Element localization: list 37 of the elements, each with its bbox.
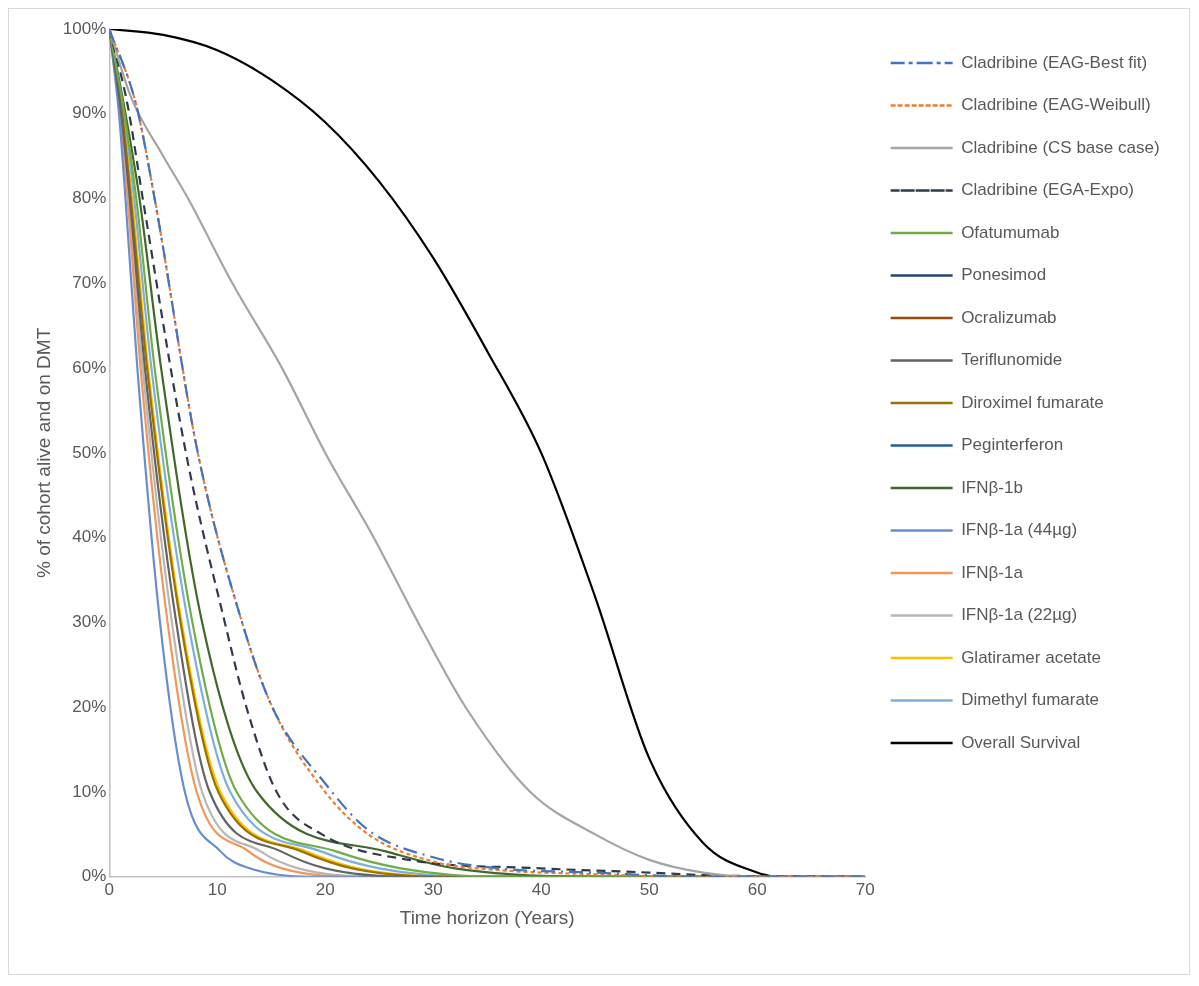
x-tick-label: 20 <box>315 879 335 899</box>
x-tick-label: 10 <box>207 879 227 899</box>
y-tick-label: 50% <box>72 442 107 462</box>
legend-label: Ofatumumab <box>961 222 1069 242</box>
y-tick-label: 70% <box>72 273 107 293</box>
x-tick-label: 70 <box>855 879 875 899</box>
legend-label: IFNβ-1b <box>961 477 1033 497</box>
x-tick-label: 40 <box>531 879 551 899</box>
legend-label: Diroximel fumarate <box>961 392 1114 412</box>
y-tick-label: 60% <box>72 357 107 377</box>
y-tick-label: 100% <box>62 18 107 38</box>
legend-label: Dimethyl fumarate <box>961 690 1109 710</box>
legend-label: Teriflunomide <box>961 350 1072 370</box>
y-tick-label: 10% <box>72 781 107 801</box>
legend-label: IFNβ-1a <box>961 562 1033 582</box>
legend-label: IFNβ-1a (44µg) <box>961 520 1087 540</box>
legend-label: Ponesimod <box>961 265 1056 285</box>
legend-label: Ocralizumab <box>961 307 1067 327</box>
legend-label: Cladribine (CS base case) <box>961 137 1170 157</box>
legend-label: Cladribine (EGA-Expo) <box>961 180 1144 200</box>
x-tick-label: 30 <box>423 879 443 899</box>
y-tick-label: 40% <box>72 527 107 547</box>
y-tick-label: 20% <box>72 696 107 716</box>
legend-label: Overall Survival <box>961 732 1090 752</box>
y-axis-title: % of cohort alive and on DMT <box>32 327 54 579</box>
x-axis-title: Time horizon (Years) <box>399 906 575 928</box>
legend-label: Cladribine (EAG-Best fit) <box>961 52 1157 72</box>
y-tick-label: 90% <box>72 103 107 123</box>
x-tick-label: 60 <box>747 879 767 899</box>
legend-label: Cladribine (EAG-Weibull) <box>961 95 1161 115</box>
legend-label: Peginterferon <box>961 435 1073 455</box>
legend-label: IFNβ-1a (22µg) <box>961 605 1087 625</box>
legend-label: Glatiramer acetate <box>961 647 1111 667</box>
y-tick-label: 0% <box>81 866 107 886</box>
y-tick-label: 80% <box>72 188 107 208</box>
x-tick-label: 50 <box>639 879 659 899</box>
y-tick-label: 30% <box>72 612 107 632</box>
